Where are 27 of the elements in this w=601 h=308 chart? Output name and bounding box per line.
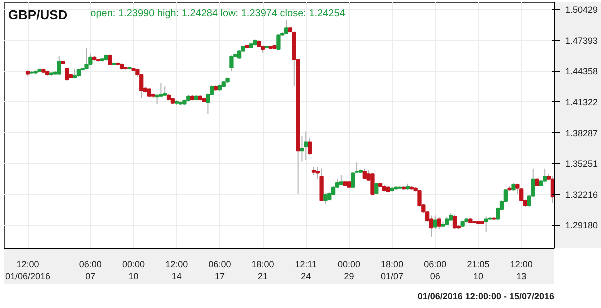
x-tick-label: 21:05 10 xyxy=(467,260,490,282)
x-tick-label: 18:00 01/07 xyxy=(381,260,404,282)
y-tick-label: 1.41322 xyxy=(566,97,598,108)
x-tick-label: 06:00 07 xyxy=(79,260,102,282)
y-tick-label: 1.32216 xyxy=(566,190,598,200)
candlestick xyxy=(304,131,308,161)
x-tick-label: 00:00 10 xyxy=(122,260,146,282)
text: 01/06/2016 12:00:00 - 15/07/2016 xyxy=(418,292,555,302)
y-tick-label: 1.35251 xyxy=(566,159,598,170)
candlestick xyxy=(484,216,488,234)
y-tick-label: 1.38287 xyxy=(566,128,598,138)
chart-title: GBP/USD xyxy=(8,7,68,22)
text: open: 1.23990 high: 1.24284 low: 1.23974 close: 1.24254 xyxy=(90,8,346,20)
x-tick-label: 06:00 17 xyxy=(208,260,232,282)
x-tick-label: 06:00 06 xyxy=(424,260,447,282)
x-tick-label: 12:00 13 xyxy=(510,260,533,282)
candlestick xyxy=(429,215,434,238)
x-tick-label: 18:00 21 xyxy=(252,260,274,282)
x-tick-label: 12:11 24 xyxy=(295,260,318,282)
y-tick-label: 1.50429 xyxy=(566,5,598,16)
x-tick-label: 12:00 01/06/2016 xyxy=(5,260,51,282)
y-tick-label: 1.44358 xyxy=(566,66,598,77)
x-tick-label: 00:00 29 xyxy=(338,260,360,282)
x-tick-label: 12:00 14 xyxy=(166,260,188,282)
y-tick-label: 1.29180 xyxy=(566,220,598,231)
candlestick xyxy=(300,136,304,162)
y-tick-label: 1.47393 xyxy=(566,36,598,46)
